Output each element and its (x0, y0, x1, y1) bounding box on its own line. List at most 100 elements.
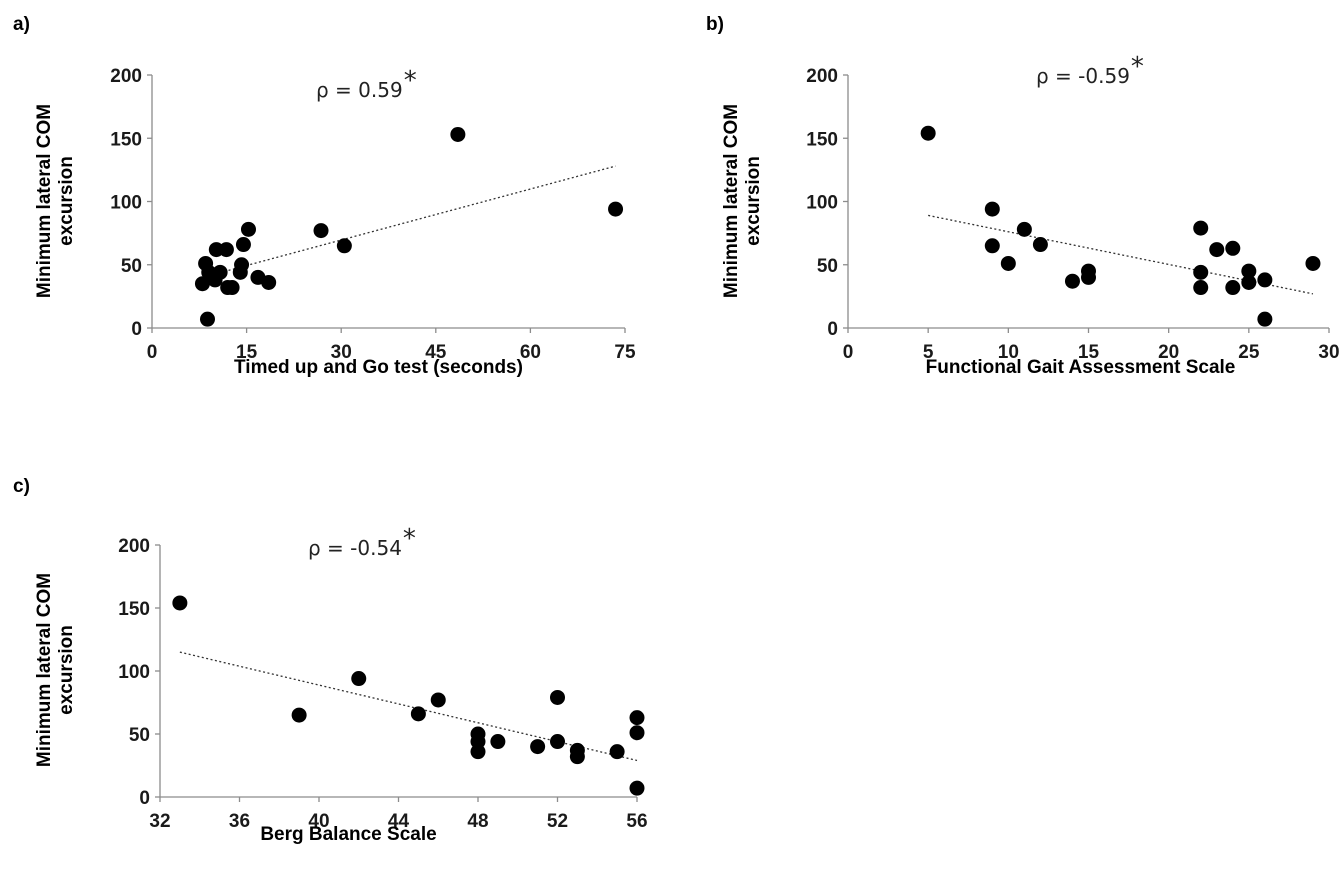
x-tick-label: 44 (388, 811, 410, 832)
correlation-annotation: ρ = -0.54* (308, 524, 416, 560)
x-tick-label: 60 (520, 342, 541, 363)
data-point (218, 242, 234, 258)
correlation-value: ρ = -0.54 (308, 536, 402, 560)
y-tick-label: 200 (118, 536, 150, 557)
data-point (569, 749, 585, 765)
y-axis-title: Minimum lateral COMexcursion (34, 104, 77, 298)
data-point (199, 311, 215, 327)
x-tick-label: 10 (998, 342, 1019, 363)
data-point (1193, 220, 1209, 236)
y-axis-title-line: excursion (56, 156, 77, 246)
x-tick-label: 36 (229, 811, 250, 832)
x-tick-label: 20 (1158, 342, 1179, 363)
x-tick-label: 56 (626, 811, 647, 832)
data-point (550, 734, 565, 750)
x-tick-label: 15 (1078, 342, 1100, 363)
y-tick-label: 50 (817, 256, 838, 277)
correlation-annotation: ρ = -0.59* (1036, 52, 1144, 88)
trendline (202, 165, 616, 279)
panel-label: a) (13, 14, 30, 35)
data-point (240, 221, 256, 237)
y-tick-label: 0 (131, 319, 142, 340)
y-axis-title: Minimum lateral COMexcursion (34, 573, 77, 767)
chart-panel-1: a) 0 50 100 150 200 0 15 30 45 60 75 Timed up and Go… (13, 14, 636, 378)
chart-panel-2: b) 0 50 100 150 200 0 5 10 15 20 25 30 Functional Gai… (706, 14, 1340, 378)
x-tick-label: 5 (923, 342, 934, 363)
data-point (1257, 272, 1273, 288)
x-tick-label: 52 (547, 811, 568, 832)
x-tick-label: 30 (1318, 342, 1339, 363)
x-tick-label: 75 (614, 342, 636, 363)
data-point (261, 274, 277, 290)
y-axis-title-line: Minimum lateral COM (34, 573, 55, 767)
y-axis-title-line: excursion (743, 156, 764, 246)
x-tick-label: 40 (308, 811, 329, 832)
data-point (336, 238, 352, 254)
data-point (234, 257, 250, 273)
data-point (1064, 273, 1080, 289)
y-tick-label: 150 (110, 129, 142, 150)
x-tick-label: 45 (425, 342, 447, 363)
y-axis-title-line: excursion (56, 625, 77, 715)
y-tick-label: 0 (139, 788, 150, 809)
panel-label: c) (13, 476, 30, 497)
data-point (291, 707, 307, 723)
significance-mark: * (1131, 52, 1144, 82)
data-point (608, 201, 624, 217)
y-tick-label: 150 (118, 599, 150, 620)
data-point (430, 692, 446, 708)
data-point (1241, 274, 1257, 290)
y-tick-label: 50 (121, 256, 142, 277)
data-point (1225, 280, 1241, 296)
y-tick-label: 200 (806, 66, 838, 87)
data-point (550, 689, 565, 705)
data-point (212, 264, 228, 280)
correlation-value: ρ = 0.59 (316, 78, 403, 102)
data-point (172, 595, 188, 611)
data-point (984, 238, 1000, 254)
data-point (1225, 240, 1241, 256)
data-point (194, 276, 210, 292)
x-tick-label: 48 (467, 811, 488, 832)
data-point (470, 744, 486, 760)
correlation-value: ρ = -0.59 (1036, 64, 1130, 88)
data-point (629, 725, 645, 741)
y-tick-label: 100 (806, 193, 838, 214)
panel-label: b) (706, 14, 724, 35)
y-tick-label: 150 (806, 129, 838, 150)
x-axis-title: Functional Gait Assessment Scale (926, 357, 1236, 378)
data-point (920, 125, 936, 141)
data-point (1241, 263, 1257, 279)
x-tick-label: 0 (147, 342, 158, 363)
y-axis-title-line: Minimum lateral COM (721, 104, 742, 298)
data-point (1032, 237, 1048, 253)
significance-mark: * (404, 66, 417, 96)
data-point (351, 671, 367, 687)
x-tick-label: 30 (331, 342, 352, 363)
data-point (490, 734, 506, 750)
y-tick-label: 0 (827, 319, 838, 340)
data-point (1000, 255, 1016, 271)
data-point (629, 710, 645, 726)
data-point (1209, 242, 1225, 258)
x-tick-label: 32 (149, 811, 170, 832)
x-axis-title: Berg Balance Scale (260, 824, 436, 845)
data-point (1257, 311, 1273, 327)
data-point (410, 706, 426, 722)
y-axis-title-line: Minimum lateral COM (34, 104, 55, 298)
data-point (1305, 255, 1321, 271)
x-axis-title: Timed up and Go test (seconds) (234, 357, 523, 378)
data-point (450, 126, 466, 142)
data-point (1081, 269, 1096, 285)
data-point (984, 201, 1000, 217)
significance-mark: * (403, 524, 416, 554)
trendline (179, 651, 638, 762)
chart-panel-3: c) 0 50 100 150 200 32 36 40 44 48 52 56 Berg Balance… (13, 476, 648, 845)
data-point (313, 223, 329, 239)
data-point (224, 280, 240, 296)
data-point (1193, 280, 1209, 296)
correlation-annotation: ρ = 0.59* (316, 66, 417, 102)
y-tick-label: 100 (118, 662, 150, 683)
data-point (530, 739, 546, 755)
